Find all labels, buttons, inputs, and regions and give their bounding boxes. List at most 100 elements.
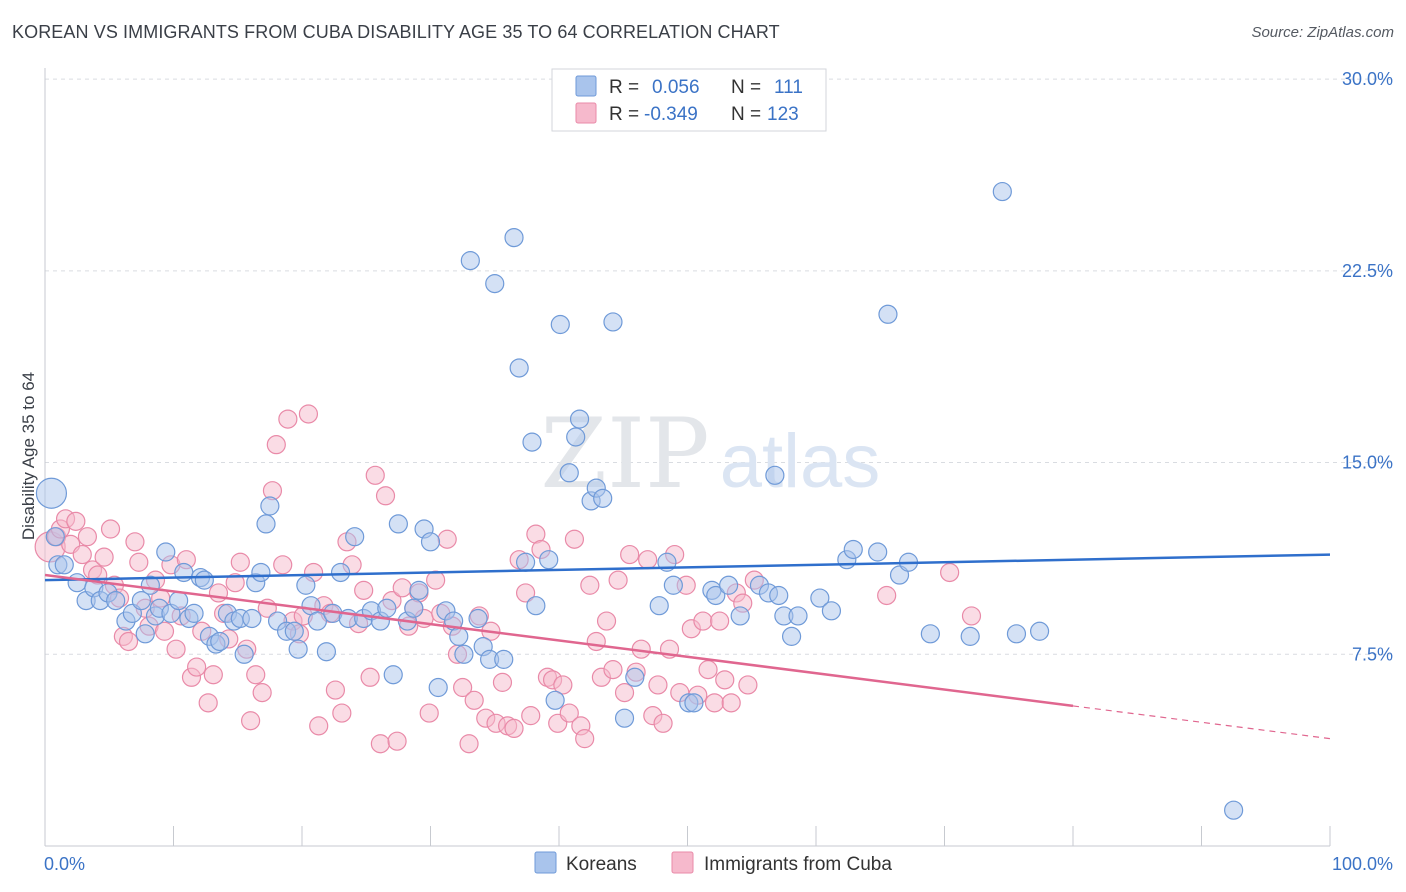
point-cuba: [653, 713, 673, 733]
point-korean: [330, 562, 351, 583]
point-korean: [409, 580, 429, 600]
y-tick-label: 7.5%: [1352, 644, 1393, 664]
point-korean: [468, 608, 488, 629]
point-korean: [1029, 621, 1050, 641]
point-cuba: [715, 670, 735, 690]
point-cuba: [241, 711, 261, 731]
x-tick-label: 100.0%: [1332, 854, 1393, 874]
point-korean: [603, 312, 623, 332]
legend-n-label-koreans: N =: [731, 77, 761, 98]
point-cuba: [426, 570, 446, 590]
point-cuba: [559, 703, 579, 723]
point-cuba: [504, 718, 524, 739]
point-cuba: [492, 672, 513, 692]
point-korean: [769, 585, 789, 606]
point-korean: [868, 542, 888, 562]
legend-r-label-koreans: R =: [609, 77, 639, 98]
point-cuba: [575, 729, 595, 749]
point-cuba: [118, 631, 139, 652]
trend-line-cuba: [44, 573, 1074, 708]
x-tick-label: 0.0%: [44, 854, 85, 874]
trend-line-koreans: [44, 553, 1331, 582]
y-tick-label: 30.0%: [1342, 69, 1393, 89]
point-korean: [569, 409, 590, 429]
point-korean: [67, 573, 87, 593]
series-koreans-points: [35, 181, 1244, 820]
point-cuba: [387, 731, 407, 751]
point-cuba: [252, 683, 272, 703]
point-cuba: [77, 527, 98, 547]
point-korean: [420, 532, 441, 552]
watermark-atlas: atlas: [720, 419, 881, 504]
point-cuba: [580, 575, 600, 595]
point-korean: [485, 274, 505, 294]
point-korean: [184, 603, 204, 623]
point-cuba: [354, 580, 374, 600]
point-korean: [960, 626, 980, 646]
point-korean: [428, 677, 448, 698]
legend-n-value-koreans: 111: [774, 77, 803, 98]
point-korean: [131, 590, 151, 611]
point-cuba: [166, 639, 186, 659]
point-korean: [566, 427, 586, 447]
watermark-zip: ZIP: [540, 398, 709, 510]
point-cuba: [392, 578, 412, 598]
legend-swatch-koreans: [575, 75, 597, 97]
point-korean: [156, 542, 176, 562]
point-korean: [234, 644, 254, 664]
point-korean: [522, 432, 542, 452]
point-korean: [45, 527, 65, 547]
legend-r-value-koreans: 0.056: [652, 77, 700, 98]
point-cuba: [710, 611, 730, 631]
point-korean: [377, 598, 397, 618]
point-korean: [765, 465, 785, 485]
legend-n-label-cuba: N =: [731, 104, 761, 125]
point-korean: [404, 598, 424, 618]
point-korean: [494, 649, 514, 669]
point-cuba: [721, 693, 741, 713]
point-korean: [316, 642, 337, 662]
trend-line-cuba-extension: [1072, 705, 1331, 740]
point-cuba: [273, 555, 293, 575]
point-cuba: [298, 404, 319, 424]
point-korean: [307, 611, 328, 631]
source-label: Source: ZipAtlas.com: [1251, 24, 1394, 41]
y-axis-label: Disability Age 35 to 64: [19, 372, 38, 540]
point-cuba: [698, 660, 718, 680]
point-korean: [256, 514, 276, 534]
point-korean: [920, 624, 940, 644]
point-korean: [284, 621, 304, 641]
point-korean: [504, 227, 524, 248]
point-korean: [174, 562, 194, 583]
grid-lines: [45, 78, 1392, 655]
point-cuba: [515, 583, 536, 603]
point-cuba: [553, 675, 573, 695]
point-cuba: [940, 562, 960, 583]
point-cuba: [603, 660, 623, 680]
point-korean: [526, 596, 546, 616]
point-korean: [719, 575, 739, 595]
point-cuba: [464, 690, 484, 710]
point-korean: [194, 570, 214, 590]
point-cuba: [66, 511, 86, 531]
point-cuba: [704, 693, 725, 713]
point-korean: [288, 639, 308, 659]
point-cuba: [608, 570, 628, 590]
point-cuba: [693, 611, 713, 631]
point-korean: [706, 585, 726, 606]
point-korean: [1224, 800, 1244, 820]
point-korean: [821, 601, 842, 621]
point-korean: [509, 358, 529, 378]
point-korean: [35, 477, 68, 509]
point-cuba: [614, 683, 635, 703]
point-korean: [169, 590, 189, 611]
bottom-legend-label-koreans: Koreans: [566, 854, 637, 875]
point-korean: [649, 596, 669, 616]
point-korean: [625, 667, 645, 687]
point-korean: [539, 550, 559, 570]
point-korean: [788, 606, 808, 626]
point-cuba: [325, 680, 346, 700]
point-cuba: [419, 703, 439, 723]
legend-r-value-cuba: -0.349: [644, 104, 698, 125]
